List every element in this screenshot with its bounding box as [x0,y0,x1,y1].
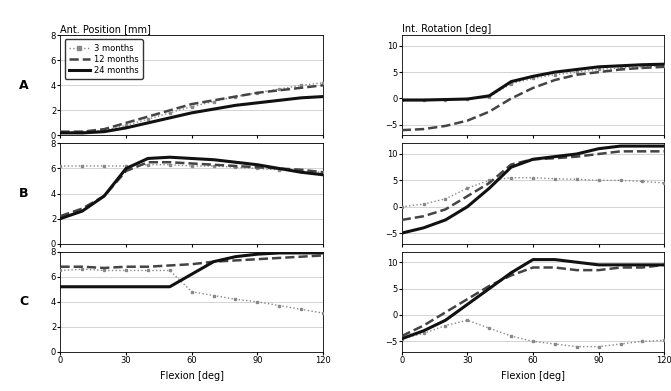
Text: B: B [19,187,28,200]
Text: C: C [19,295,28,308]
Text: A: A [19,79,28,92]
X-axis label: Flexion [deg]: Flexion [deg] [501,371,565,380]
Text: Ant. Position [mm]: Ant. Position [mm] [60,24,151,34]
Legend: 3 months, 12 months, 24 months: 3 months, 12 months, 24 months [64,39,143,79]
Text: Int. Rotation [deg]: Int. Rotation [deg] [402,24,491,34]
X-axis label: Flexion [deg]: Flexion [deg] [160,371,223,380]
